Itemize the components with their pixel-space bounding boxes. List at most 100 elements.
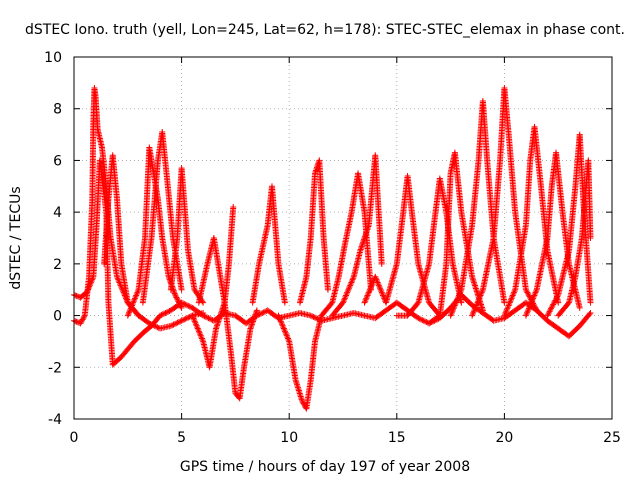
data-point — [125, 311, 132, 318]
y-tick-label: 2 — [53, 257, 62, 273]
data-point — [200, 309, 207, 316]
data-point — [174, 295, 181, 302]
data-point — [189, 312, 196, 319]
x-tick-label: 15 — [388, 430, 406, 446]
data-point — [195, 328, 202, 335]
data-point — [191, 316, 198, 323]
data-point — [173, 294, 180, 301]
data-point — [115, 276, 122, 283]
data-point — [196, 329, 203, 336]
series-2 — [101, 152, 142, 319]
data-point — [197, 331, 204, 338]
data-point — [114, 273, 121, 280]
data-point — [130, 298, 137, 305]
data-point — [176, 299, 183, 306]
data-point — [190, 315, 197, 322]
data-point — [167, 322, 174, 329]
data-point — [157, 312, 164, 319]
data-point — [253, 307, 260, 314]
data-point — [132, 293, 139, 300]
x-tick-label: 25 — [603, 430, 621, 446]
data-point — [415, 315, 422, 322]
data-point — [419, 317, 426, 324]
x-axis-label: GPS time / hours of day 197 of year 2008 — [180, 459, 470, 475]
data-point — [175, 319, 182, 326]
data-point — [576, 304, 583, 311]
data-points — [71, 85, 594, 412]
data-point — [178, 286, 185, 293]
data-point — [177, 303, 184, 310]
data-point — [119, 286, 126, 293]
data-point — [189, 314, 196, 321]
data-point — [182, 301, 189, 308]
data-point — [80, 315, 87, 322]
data-point — [175, 298, 182, 305]
data-point — [134, 311, 141, 318]
series-5 — [167, 165, 207, 306]
data-point — [133, 292, 140, 299]
data-point — [587, 299, 594, 306]
data-point — [587, 309, 594, 316]
data-point — [151, 322, 158, 329]
data-point — [201, 313, 208, 320]
data-point — [133, 291, 140, 298]
data-point — [195, 326, 202, 333]
data-point — [181, 316, 188, 323]
data-point — [126, 308, 133, 315]
data-point — [378, 260, 385, 267]
data-point — [154, 324, 161, 331]
data-point — [78, 317, 85, 324]
data-point — [172, 293, 179, 300]
data-point — [128, 302, 135, 309]
data-point — [418, 316, 425, 323]
y-tick-label: 10 — [44, 50, 62, 66]
data-point — [129, 301, 136, 308]
data-point — [183, 315, 190, 322]
series-6 — [189, 299, 260, 402]
data-point — [172, 291, 179, 298]
data-point — [173, 320, 180, 327]
data-point — [169, 322, 176, 329]
data-point — [161, 310, 168, 317]
data-point — [124, 312, 131, 319]
data-point — [127, 306, 134, 313]
data-point — [165, 308, 172, 315]
data-point — [77, 320, 84, 327]
data-point — [257, 310, 264, 317]
data-point — [131, 296, 138, 303]
data-point — [125, 309, 132, 316]
data-point — [309, 313, 316, 320]
data-point — [131, 295, 138, 302]
y-tick-label: -2 — [48, 360, 62, 376]
data-point — [81, 313, 88, 320]
data-point — [146, 320, 153, 327]
y-tick-label: -4 — [48, 412, 62, 428]
x-tick-label: 20 — [495, 430, 513, 446]
data-point — [153, 323, 160, 330]
data-point — [198, 334, 205, 341]
data-point — [178, 317, 185, 324]
data-point — [72, 292, 79, 299]
data-point — [501, 299, 508, 306]
series-20 — [544, 131, 594, 319]
data-point — [78, 319, 85, 326]
data-point — [183, 302, 190, 309]
data-point — [198, 335, 205, 342]
data-point — [170, 321, 177, 328]
data-point — [159, 311, 166, 318]
data-point — [127, 305, 134, 312]
y-tick-label: 0 — [53, 309, 62, 325]
plot-frame — [73, 56, 613, 420]
grid — [74, 57, 612, 419]
data-point — [179, 317, 186, 324]
data-point — [177, 318, 184, 325]
data-point — [174, 297, 181, 304]
chart-title: dSTEC Iono. truth (yell, Lon=245, Lat=62… — [25, 22, 625, 38]
data-point — [230, 203, 237, 210]
data-point — [307, 312, 314, 319]
data-point — [416, 315, 423, 322]
series-9 — [275, 312, 325, 412]
y-tick-label: 6 — [53, 153, 62, 169]
